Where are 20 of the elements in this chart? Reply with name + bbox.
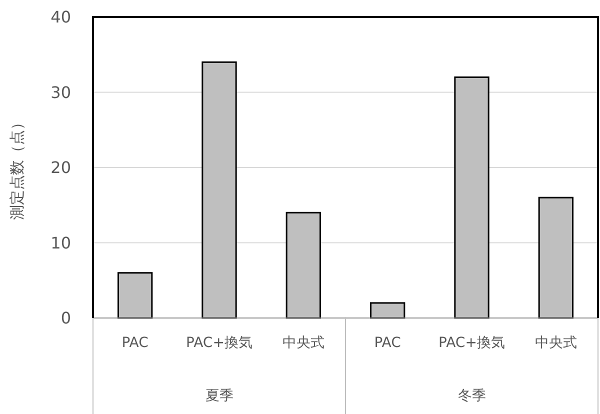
text: 夏季 (205, 388, 234, 404)
y-tick-label: 0 (60, 308, 71, 328)
y-tick-label: 10 (50, 233, 71, 252)
x-tick-label: PAC (374, 335, 402, 351)
bar (118, 272, 153, 319)
y-tick-label: 20 (50, 158, 71, 178)
x-tick-label: 中央式 (282, 335, 324, 351)
y-axis-title: 測定点数（点） (8, 115, 26, 220)
y-tick-label: 40 (50, 8, 71, 27)
bar (454, 76, 490, 319)
x-tick-label: PAC+換気 (186, 335, 252, 351)
bar (202, 61, 237, 319)
x-tick-label: PAC (122, 335, 149, 351)
text: 冬季 (458, 388, 486, 404)
bar (286, 212, 321, 319)
bar (370, 302, 406, 319)
y-tick-label: 30 (50, 82, 71, 102)
bar (538, 196, 574, 319)
x-tick-label: 中央式 (534, 335, 577, 351)
x-tick-label: PAC+換気 (438, 335, 505, 351)
